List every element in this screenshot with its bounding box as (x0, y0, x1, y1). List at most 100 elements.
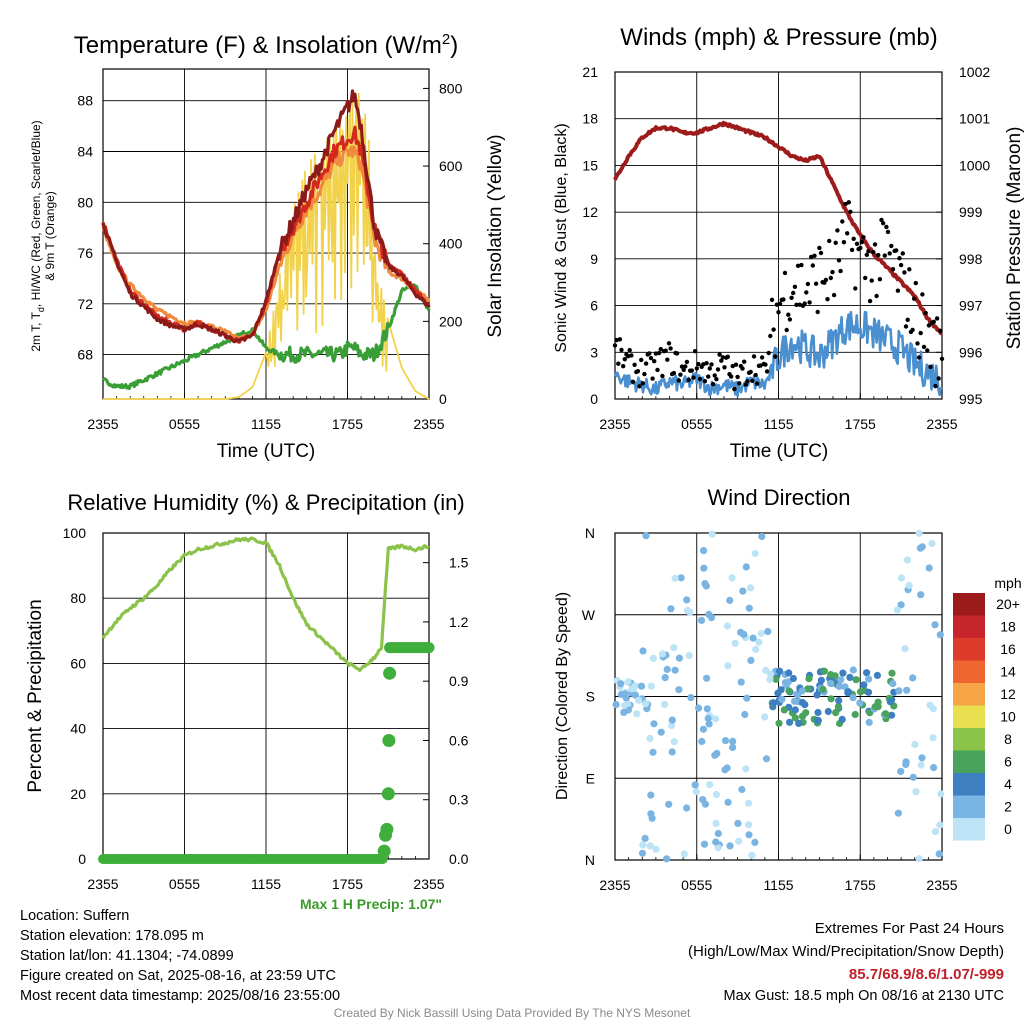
gust-point (648, 355, 654, 361)
gust-point (895, 288, 901, 293)
series-line-sonicwind (613, 310, 943, 398)
direction-point (668, 716, 676, 724)
direction-point (624, 678, 632, 686)
direction-point (762, 755, 771, 763)
gust-point (742, 359, 747, 364)
direction-point (671, 574, 679, 582)
direction-point (860, 681, 868, 689)
direction-point (873, 671, 882, 680)
y-tick-label: 40 (70, 721, 86, 737)
gust-point (745, 379, 750, 384)
direction-point (646, 734, 654, 743)
direction-point (804, 685, 812, 693)
direction-point (729, 743, 737, 752)
direction-point (832, 709, 840, 717)
direction-point (764, 627, 772, 636)
legend-swatch (953, 795, 985, 818)
gust-point (828, 275, 833, 281)
gust-point (776, 310, 781, 315)
direction-point (931, 621, 939, 629)
gust-point (823, 277, 829, 283)
direction-point (835, 682, 843, 691)
legend-label: 12 (1000, 686, 1016, 702)
gust-point (818, 250, 824, 256)
gust-point (789, 295, 794, 300)
gust-point (845, 231, 850, 236)
gust-point (678, 372, 683, 377)
gust-point (938, 328, 943, 334)
legend-swatch (953, 728, 985, 751)
direction-point (691, 781, 699, 789)
extremes-subtitle: (High/Low/Max Wind/Precipitation/Snow De… (688, 943, 1004, 960)
direction-point (741, 710, 749, 719)
direction-point (838, 715, 846, 724)
gust-point (880, 221, 886, 226)
direction-point (846, 673, 854, 682)
direction-point (930, 764, 938, 772)
gust-point (802, 301, 807, 306)
direction-point (888, 669, 896, 677)
direction-point (650, 720, 658, 728)
gust-point (758, 363, 763, 368)
direction-point (749, 634, 757, 642)
gust-point (696, 361, 701, 367)
gust-point (621, 364, 626, 369)
gust-point (719, 358, 724, 363)
gust-point (838, 268, 843, 274)
direction-point (723, 622, 732, 630)
direction-point (649, 654, 658, 663)
gust-point (660, 373, 665, 379)
gust-point (689, 368, 694, 373)
direction-point (802, 709, 810, 717)
direction-point (657, 728, 665, 736)
direction-point (805, 675, 813, 683)
direction-point (697, 616, 706, 625)
x-tick-label: 1755 (845, 416, 876, 432)
gust-point (812, 253, 817, 258)
direction-point (675, 654, 684, 662)
y2-tick-label: 1001 (959, 111, 990, 127)
series-line-9mt (101, 145, 431, 342)
gust-point (804, 290, 809, 295)
y2-tick-label: 998 (959, 251, 983, 267)
gust-point (876, 252, 881, 258)
direction-point (683, 804, 691, 812)
extremes-title: Extremes For Past 24 Hours (814, 920, 1004, 937)
gust-point (831, 292, 837, 298)
gust-point (639, 357, 644, 363)
gust-point (652, 359, 657, 364)
extremes-info: Extremes For Past 24 Hours (High/Low/Max… (688, 917, 1004, 1006)
direction-point (737, 678, 745, 686)
gust-point (616, 361, 621, 366)
pressure-ylabel: Station Pressure (Maroon) (1004, 127, 1024, 350)
gust-point (817, 245, 822, 251)
gust-point (751, 354, 757, 359)
temperature-ylabel: 2m T, Td, HI/WC (Red, Green, Scarlet/Blu… (29, 120, 57, 351)
direction-point (726, 596, 734, 605)
gust-point (694, 366, 699, 371)
direction-point (677, 574, 685, 582)
direction-point (909, 674, 917, 682)
direction-point (889, 680, 897, 688)
gust-point (715, 367, 721, 372)
gust-point (637, 384, 642, 389)
recent-text: Most recent data timestamp: 2025/08/16 2… (20, 988, 341, 1004)
x-tick-label: 2355 (926, 877, 957, 893)
max-gust-text: Max Gust: 18.5 mph On 08/16 at 2130 UTC (723, 988, 1004, 1004)
direction-point (827, 679, 835, 688)
direction-point (827, 695, 835, 703)
winds-panel: Winds (mph) & Pressure (mb) Time (UTC) S… (553, 24, 1024, 462)
direction-point (864, 688, 873, 696)
direction-point (903, 556, 912, 564)
direction-point (772, 675, 780, 683)
direction-point (849, 694, 857, 702)
gust-point (733, 362, 739, 367)
direction-point (642, 532, 650, 540)
precip-point (423, 642, 435, 654)
direction-point (915, 529, 923, 537)
direction-point (814, 716, 822, 725)
direction-point (849, 666, 857, 674)
gust-point (650, 376, 655, 381)
elevation-text: Station elevation: 178.095 m (20, 928, 204, 944)
x-tick-label: 1155 (763, 877, 793, 893)
